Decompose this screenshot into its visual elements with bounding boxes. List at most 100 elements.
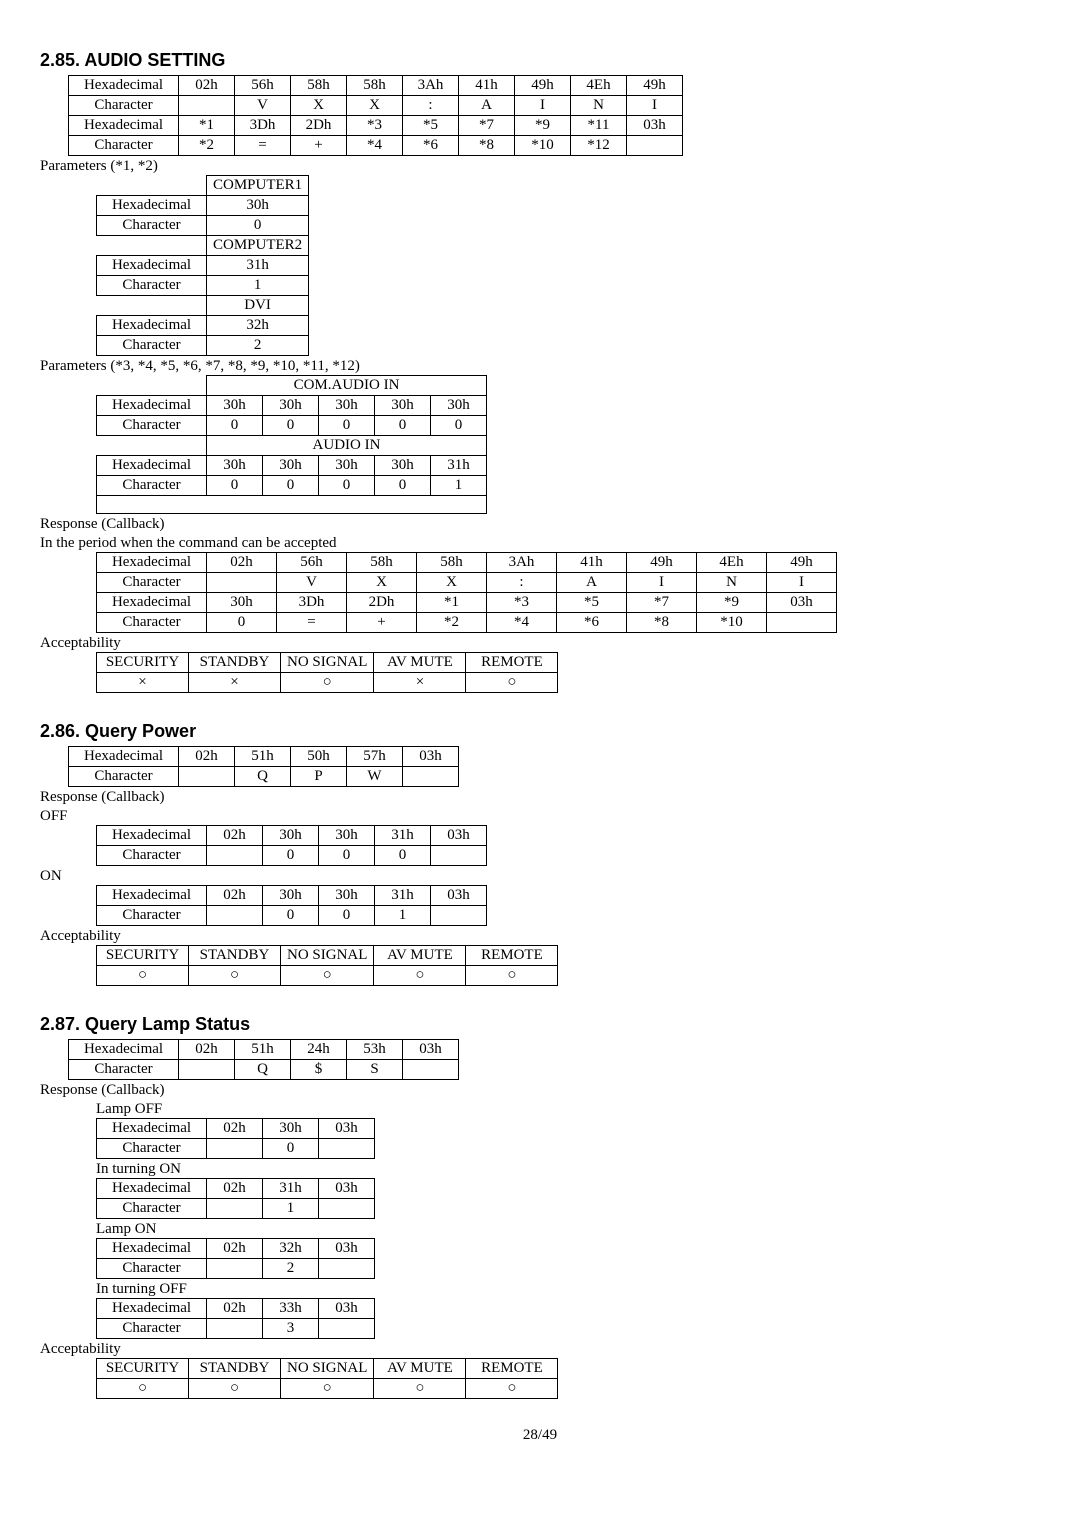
table-cell: ○ (374, 966, 466, 986)
table-cell: 3Ah (403, 76, 459, 96)
table-cell: Q (235, 1060, 291, 1080)
table-cell: 30h (263, 1119, 319, 1139)
table-cell: *6 (403, 136, 459, 156)
table-cell: 0 (263, 416, 319, 436)
table-cell: 58h (417, 553, 487, 573)
table-cell: *5 (557, 593, 627, 613)
table-row: Character00000 (97, 416, 487, 436)
table-cell (431, 846, 487, 866)
table-cell: × (374, 673, 466, 693)
table-cell: Hexadecimal (97, 256, 207, 276)
table-cell (207, 1319, 263, 1339)
table-cell: 0 (319, 906, 375, 926)
table-cell: X (417, 573, 487, 593)
table-cell: 0 (207, 216, 309, 236)
table-cell: *8 (627, 613, 697, 633)
table-cell: 02h (179, 747, 235, 767)
table-cell: Character (69, 96, 179, 116)
table-cell: Hexadecimal (69, 1040, 179, 1060)
table-cell: 03h (403, 747, 459, 767)
table-cell: Character (97, 906, 207, 926)
table-row: Character001 (97, 906, 487, 926)
table-row: Character3 (97, 1319, 375, 1339)
table-cell: Hexadecimal (97, 1299, 207, 1319)
table-cell (319, 1259, 375, 1279)
table-cell: V (235, 96, 291, 116)
table-285-3: COM.AUDIO INHexadecimal30h30h30h30h30hCh… (96, 375, 487, 514)
table-cell: 41h (459, 76, 515, 96)
table-287-group: Hexadecimal02h30h03hCharacter0 (96, 1118, 375, 1159)
table-cell: 0 (375, 416, 431, 436)
table-cell: 03h (319, 1239, 375, 1259)
table-cell: 30h (375, 456, 431, 476)
table-cell (627, 136, 683, 156)
section-query-lamp: 2.87. Query Lamp Status Hexadecimal02h51… (40, 1014, 1040, 1399)
table-cell: STANDBY (189, 1359, 281, 1379)
table-cell: 3Ah (487, 553, 557, 573)
table-287-accept: SECURITYSTANDBYNO SIGNALAV MUTEREMOTE○○○… (96, 1358, 558, 1399)
table-row: Hexadecimal02h30h03h (97, 1119, 375, 1139)
table-cell: 30h (207, 196, 309, 216)
table-cell: Hexadecimal (97, 553, 207, 573)
table-cell: : (403, 96, 459, 116)
table-cell: *8 (459, 136, 515, 156)
table-row: Character2 (97, 1259, 375, 1279)
table-cell: V (277, 573, 347, 593)
table-cell: Hexadecimal (97, 456, 207, 476)
table-cell: : (487, 573, 557, 593)
table-cell: NO SIGNAL (281, 946, 374, 966)
table-row: Hexadecimal30h30h30h30h31h (97, 456, 487, 476)
table-cell: 58h (347, 76, 403, 96)
table-285-1: Hexadecimal02h56h58h58h3Ah41h49h4Eh49hCh… (68, 75, 683, 156)
table-cell (97, 176, 207, 196)
group-label: Lamp ON (96, 1221, 1040, 1238)
table-cell: 53h (347, 1040, 403, 1060)
table-cell: 2 (207, 336, 309, 356)
table-cell: $ (291, 1060, 347, 1080)
table-row: Hexadecimal02h51h24h53h03h (69, 1040, 459, 1060)
table-cell: 02h (207, 1299, 263, 1319)
table-cell: *12 (571, 136, 627, 156)
table-cell: 4Eh (571, 76, 627, 96)
table-cell: 2 (263, 1259, 319, 1279)
heading-285: 2.85. AUDIO SETTING (40, 50, 1040, 71)
table-cell: 58h (291, 76, 347, 96)
table-cell: COMPUTER2 (207, 236, 309, 256)
table-287-1: Hexadecimal02h51h24h53h03hCharacterQ$S (68, 1039, 459, 1080)
table-cell: *1 (179, 116, 235, 136)
table-cell: *9 (515, 116, 571, 136)
table-row: Hexadecimal02h56h58h58h3Ah41h49h4Eh49h (97, 553, 837, 573)
table-cell: 0 (319, 416, 375, 436)
table-cell: X (347, 573, 417, 593)
table-cell: REMOTE (466, 1359, 558, 1379)
groups-287: Lamp OFFHexadecimal02h30h03hCharacter0In… (96, 1101, 1040, 1339)
response-286-label: Response (Callback) (40, 789, 1040, 806)
table-cell: Character (97, 416, 207, 436)
table-cell: 0 (375, 476, 431, 496)
table-cell: *2 (179, 136, 235, 156)
table-286-off-wrap: Hexadecimal02h30h30h31h03hCharacter000 (96, 825, 1040, 866)
table-row (97, 496, 487, 514)
table-cell: 30h (319, 456, 375, 476)
table-cell: ○ (374, 1379, 466, 1399)
table-cell (403, 767, 459, 787)
table-cell: *3 (347, 116, 403, 136)
table-cell (97, 296, 207, 316)
table-cell: 02h (207, 1179, 263, 1199)
table-cell: Character (97, 1319, 207, 1339)
table-cell (207, 1259, 263, 1279)
table-cell: N (571, 96, 627, 116)
table-285-accept-wrap: SECURITYSTANDBYNO SIGNALAV MUTEREMOTE××○… (96, 652, 1040, 693)
table-cell (431, 906, 487, 926)
table-cell: 49h (515, 76, 571, 96)
table-286-1: Hexadecimal02h51h50h57h03hCharacterQPW (68, 746, 459, 787)
table-cell: 2Dh (291, 116, 347, 136)
table-cell: 3Dh (235, 116, 291, 136)
table-cell: 30h (319, 396, 375, 416)
table-cell (179, 1060, 235, 1080)
table-cell (207, 906, 263, 926)
table-cell: Hexadecimal (97, 316, 207, 336)
table-cell: *5 (403, 116, 459, 136)
off-286-label: OFF (40, 808, 1040, 825)
table-row: COMPUTER2 (97, 236, 309, 256)
